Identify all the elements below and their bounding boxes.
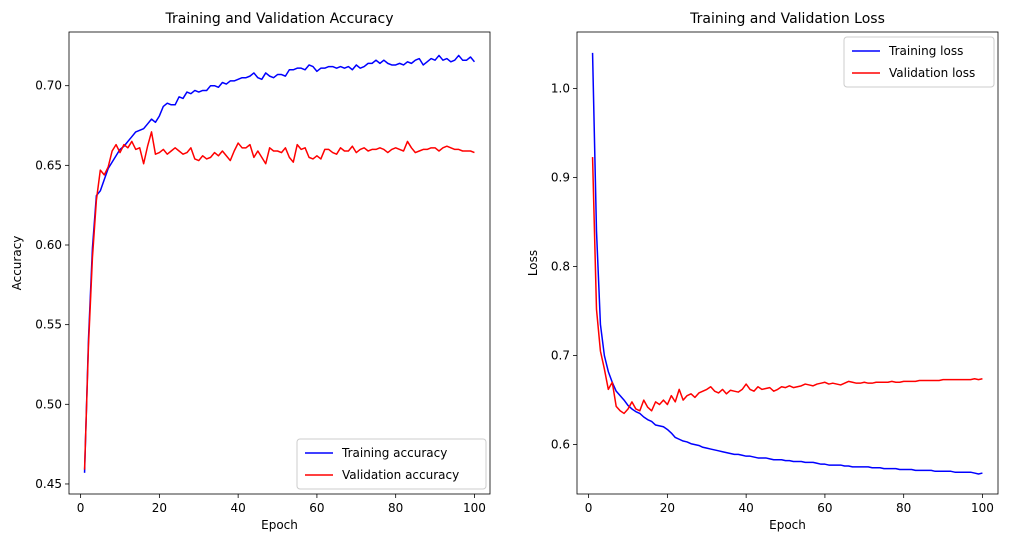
y-axis-label: Loss: [526, 250, 540, 276]
x-tick-label: 80: [388, 501, 403, 515]
series-line-validation-loss: [591, 157, 983, 415]
y-tick-label: 1.0: [551, 82, 570, 96]
y-tick-label: 0.60: [35, 238, 62, 252]
x-tick-label: 100: [971, 501, 994, 515]
loss-chart: 0 20 40 60 80 100 0.6 0.7 0.8 0.9 1.0 Training and …: [526, 11, 999, 532]
y-axis-label: Accuracy: [10, 236, 24, 291]
x-tick-label: 20: [152, 501, 167, 515]
y-tick-label: 0.70: [35, 79, 62, 93]
y-tick-label: 0.8: [551, 260, 570, 274]
chart-title: Training and Validation Loss: [689, 11, 885, 27]
chart-title: Training and Validation Accuracy: [165, 11, 394, 27]
y-tick-label: 0.50: [35, 397, 62, 411]
accuracy-chart: 0 20 40 60 80 100 0.45 0.50 0.55 0.60 0.65 0.70 Trai…: [10, 11, 491, 532]
y-tick-label: 0.65: [35, 158, 62, 172]
x-axis-label: Epoch: [769, 518, 806, 532]
legend-label: Training loss: [888, 44, 963, 58]
legend-label: Training accuracy: [341, 446, 447, 460]
x-axis-label: Epoch: [261, 518, 298, 532]
y-tick-label: 0.45: [35, 477, 62, 491]
legend-box: [296, 438, 487, 490]
y-tick-label: 0.6: [551, 438, 570, 452]
legend-label: Validation loss: [889, 66, 975, 80]
axes-frame: [68, 31, 491, 495]
legend-box: [843, 36, 995, 88]
series-line-training-loss: [591, 52, 983, 475]
series-line-training-accuracy: [83, 54, 476, 473]
x-tick-label: 100: [463, 501, 486, 515]
x-tick-label: 0: [585, 501, 593, 515]
axes-frame: [576, 31, 999, 495]
x-tick-label: 40: [739, 501, 754, 515]
x-tick-label: 80: [896, 501, 911, 515]
legend: Training accuracy Validation accuracy: [296, 438, 487, 490]
x-tick-label: 60: [309, 501, 324, 515]
x-tick-label: 40: [231, 501, 246, 515]
series-line-validation-accuracy: [83, 131, 475, 470]
y-tick-label: 0.55: [35, 318, 62, 332]
y-tick-label: 0.9: [551, 171, 570, 185]
legend-label: Validation accuracy: [342, 468, 459, 482]
x-tick-label: 60: [817, 501, 832, 515]
x-tick-label: 0: [77, 501, 85, 515]
legend: Training loss Validation loss: [843, 36, 995, 88]
y-tick-label: 0.7: [551, 349, 570, 363]
x-tick-label: 20: [660, 501, 675, 515]
